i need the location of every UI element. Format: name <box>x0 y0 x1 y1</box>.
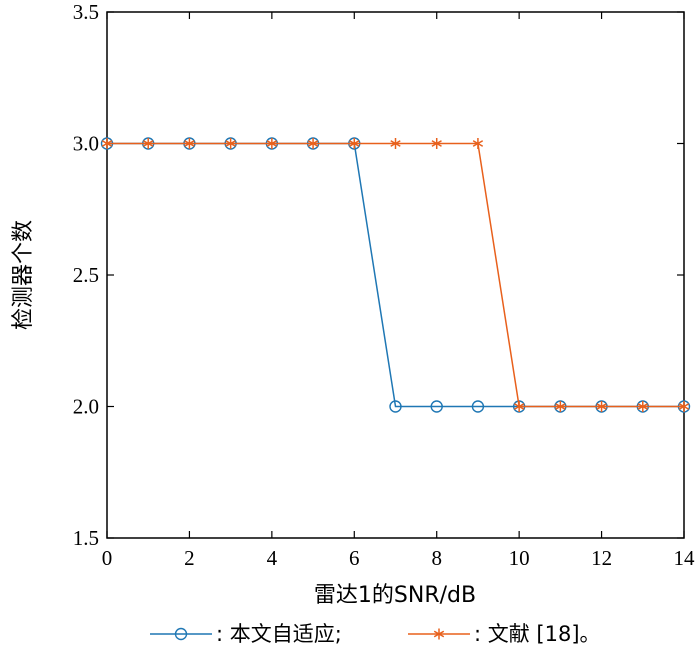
series-layer <box>100 137 691 413</box>
data-point <box>307 138 319 149</box>
legend-label: : 文献 [18]。 <box>474 622 601 646</box>
data-point <box>513 401 525 412</box>
x-tick-label: 4 <box>267 546 278 570</box>
y-tick-label: 2.5 <box>73 263 99 287</box>
y-tick-label: 1.5 <box>73 526 99 550</box>
data-point <box>430 400 443 413</box>
x-tick-label: 6 <box>349 546 360 570</box>
x-tick-label: 2 <box>184 546 195 570</box>
data-point <box>101 138 113 149</box>
legend-item-1: : 本文自适应; <box>150 622 342 646</box>
data-point <box>389 400 402 413</box>
series-line <box>107 142 684 408</box>
legend-label: : 本文自适应; <box>216 622 342 646</box>
y-axis-title: 检测器个数 <box>11 220 36 330</box>
data-point <box>266 138 278 149</box>
series-2 <box>101 138 690 412</box>
legend-item-2: : 文献 [18]。 <box>408 622 601 646</box>
series-1 <box>100 137 691 413</box>
y-tick-label: 2.0 <box>73 395 99 419</box>
legend: : 本文自适应; : 文献 [18]。 <box>150 622 601 646</box>
x-tick-label: 14 <box>674 546 696 570</box>
data-point <box>555 401 566 412</box>
y-axis: 1.5 2.0 2.5 3.0 3.5 <box>73 0 684 550</box>
x-tick-label: 8 <box>431 546 442 570</box>
x-tick-label: 10 <box>509 546 530 570</box>
y-tick-label: 3.0 <box>73 132 99 156</box>
x-tick-label: 0 <box>102 546 113 570</box>
data-point <box>431 138 442 149</box>
data-point <box>471 400 485 413</box>
data-point <box>143 138 154 149</box>
data-point <box>472 138 484 149</box>
series-line <box>107 142 684 408</box>
data-point <box>184 138 195 149</box>
data-point <box>390 138 401 149</box>
data-point <box>349 138 360 149</box>
x-tick-label: 12 <box>591 546 612 570</box>
y-tick-label: 3.5 <box>73 0 99 24</box>
data-point <box>225 138 236 149</box>
x-axis: 0 2 4 6 8 10 12 14 <box>102 12 695 570</box>
legend-marker <box>433 628 445 640</box>
data-point <box>678 401 690 412</box>
legend-marker <box>174 627 188 641</box>
x-axis-title: 雷达1的SNR/dB <box>314 583 476 608</box>
plot-area-frame <box>106 11 685 539</box>
data-point <box>637 401 648 412</box>
data-point <box>596 401 607 412</box>
